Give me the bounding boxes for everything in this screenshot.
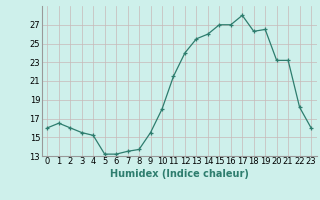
X-axis label: Humidex (Indice chaleur): Humidex (Indice chaleur)	[110, 169, 249, 179]
